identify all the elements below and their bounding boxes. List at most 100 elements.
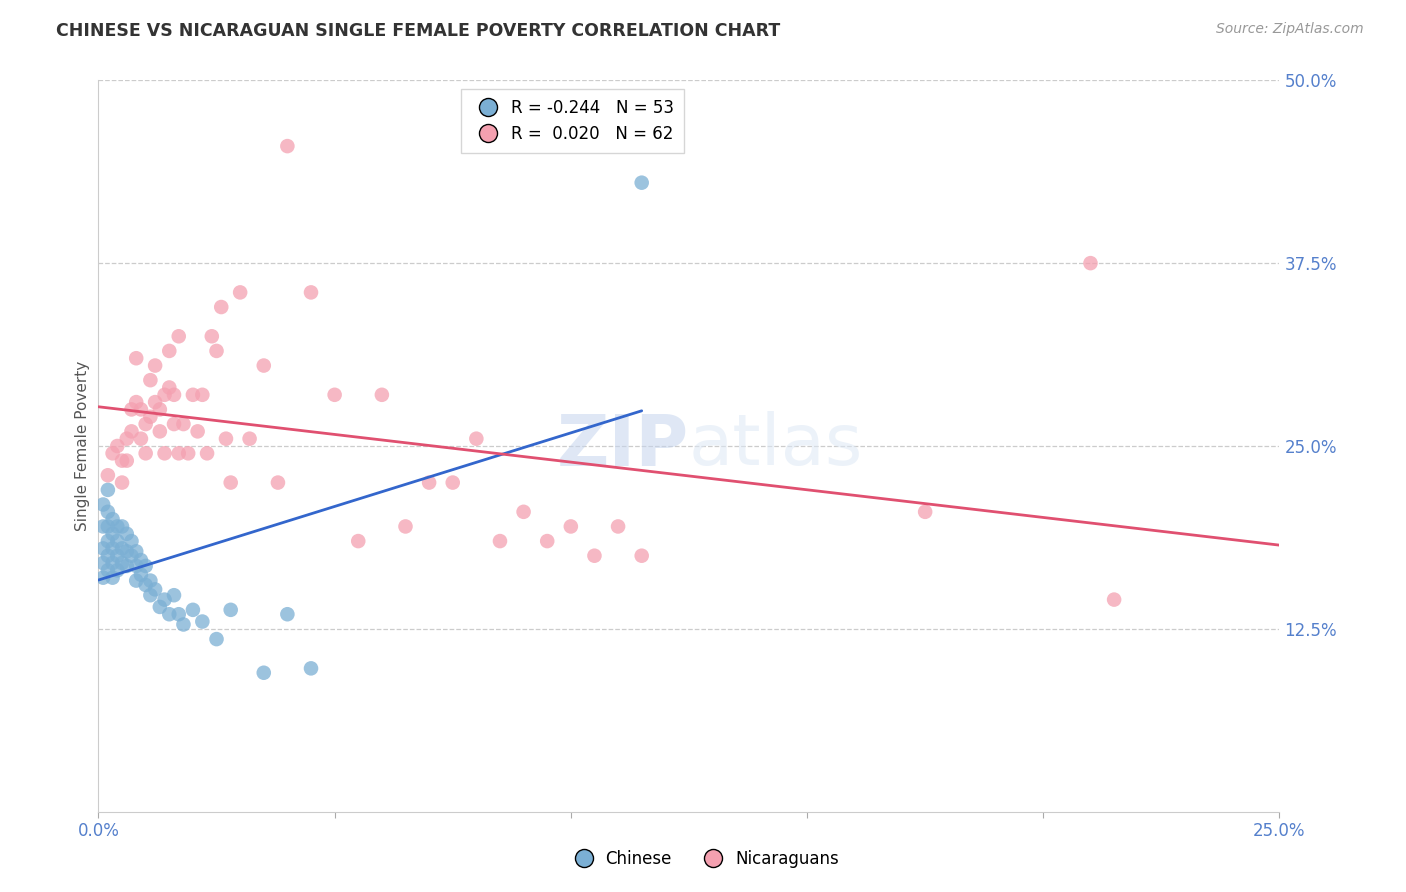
Point bbox=[111, 519, 134, 533]
Point bbox=[125, 544, 148, 558]
Point bbox=[205, 632, 228, 646]
Point bbox=[111, 541, 134, 556]
Point bbox=[129, 567, 152, 582]
Point bbox=[347, 534, 370, 549]
Point bbox=[323, 388, 346, 402]
Point bbox=[209, 300, 232, 314]
Point bbox=[163, 388, 186, 402]
Point bbox=[157, 380, 180, 394]
Point bbox=[229, 285, 252, 300]
Point bbox=[91, 571, 114, 585]
Point bbox=[489, 534, 512, 549]
Point bbox=[167, 607, 190, 622]
Point bbox=[630, 549, 652, 563]
Point bbox=[253, 359, 276, 373]
Point bbox=[105, 534, 128, 549]
Point bbox=[97, 505, 120, 519]
Point bbox=[91, 498, 114, 512]
Point bbox=[101, 556, 124, 570]
Point bbox=[1080, 256, 1102, 270]
Point bbox=[101, 541, 124, 556]
Point bbox=[560, 519, 582, 533]
Text: Source: ZipAtlas.com: Source: ZipAtlas.com bbox=[1216, 22, 1364, 37]
Point bbox=[101, 526, 124, 541]
Point bbox=[607, 519, 630, 533]
Point bbox=[536, 534, 558, 549]
Point bbox=[97, 563, 120, 577]
Point bbox=[512, 505, 534, 519]
Point bbox=[267, 475, 290, 490]
Point bbox=[105, 549, 128, 563]
Point bbox=[115, 544, 138, 558]
Point bbox=[111, 453, 134, 467]
Point bbox=[91, 541, 114, 556]
Point bbox=[129, 402, 152, 417]
Point bbox=[201, 329, 224, 343]
Point bbox=[115, 526, 138, 541]
Point bbox=[153, 446, 176, 460]
Point bbox=[1102, 592, 1125, 607]
Point bbox=[115, 432, 138, 446]
Point bbox=[163, 588, 186, 602]
Text: CHINESE VS NICARAGUAN SINGLE FEMALE POVERTY CORRELATION CHART: CHINESE VS NICARAGUAN SINGLE FEMALE POVE… bbox=[56, 22, 780, 40]
Point bbox=[135, 578, 157, 592]
Point bbox=[394, 519, 416, 533]
Point bbox=[465, 432, 488, 446]
Point bbox=[125, 351, 148, 366]
Point bbox=[115, 558, 138, 573]
Legend: Chinese, Nicaraguans: Chinese, Nicaraguans bbox=[561, 844, 845, 875]
Point bbox=[97, 534, 120, 549]
Text: atlas: atlas bbox=[689, 411, 863, 481]
Point bbox=[101, 446, 124, 460]
Point bbox=[914, 505, 936, 519]
Point bbox=[299, 661, 322, 675]
Point bbox=[371, 388, 394, 402]
Point bbox=[105, 563, 128, 577]
Point bbox=[157, 343, 180, 358]
Point bbox=[191, 615, 214, 629]
Point bbox=[125, 574, 148, 588]
Point bbox=[139, 574, 162, 588]
Point bbox=[125, 558, 148, 573]
Point bbox=[583, 549, 606, 563]
Point bbox=[181, 603, 204, 617]
Point bbox=[149, 425, 172, 439]
Point bbox=[418, 475, 440, 490]
Point bbox=[441, 475, 464, 490]
Point bbox=[139, 373, 162, 387]
Point bbox=[121, 549, 143, 563]
Point bbox=[101, 571, 124, 585]
Point bbox=[187, 425, 209, 439]
Point bbox=[139, 588, 162, 602]
Point bbox=[153, 592, 176, 607]
Point bbox=[219, 603, 242, 617]
Point bbox=[121, 402, 143, 417]
Point bbox=[121, 425, 143, 439]
Point bbox=[97, 483, 120, 497]
Point bbox=[253, 665, 276, 680]
Point bbox=[167, 329, 190, 343]
Point bbox=[135, 417, 157, 431]
Point bbox=[97, 468, 120, 483]
Point bbox=[143, 395, 166, 409]
Point bbox=[172, 417, 194, 431]
Point bbox=[129, 553, 152, 567]
Point bbox=[276, 607, 298, 622]
Point bbox=[205, 343, 228, 358]
Point bbox=[111, 556, 134, 570]
Point bbox=[135, 446, 157, 460]
Point bbox=[91, 519, 114, 533]
Point bbox=[239, 432, 262, 446]
Point bbox=[181, 388, 204, 402]
Point bbox=[195, 446, 218, 460]
Point bbox=[143, 359, 166, 373]
Y-axis label: Single Female Poverty: Single Female Poverty bbox=[75, 361, 90, 531]
Point bbox=[630, 176, 652, 190]
Point bbox=[139, 409, 162, 424]
Point bbox=[167, 446, 190, 460]
Point bbox=[115, 453, 138, 467]
Point bbox=[149, 402, 172, 417]
Point bbox=[163, 417, 186, 431]
Text: ZIP: ZIP bbox=[557, 411, 689, 481]
Point bbox=[153, 388, 176, 402]
